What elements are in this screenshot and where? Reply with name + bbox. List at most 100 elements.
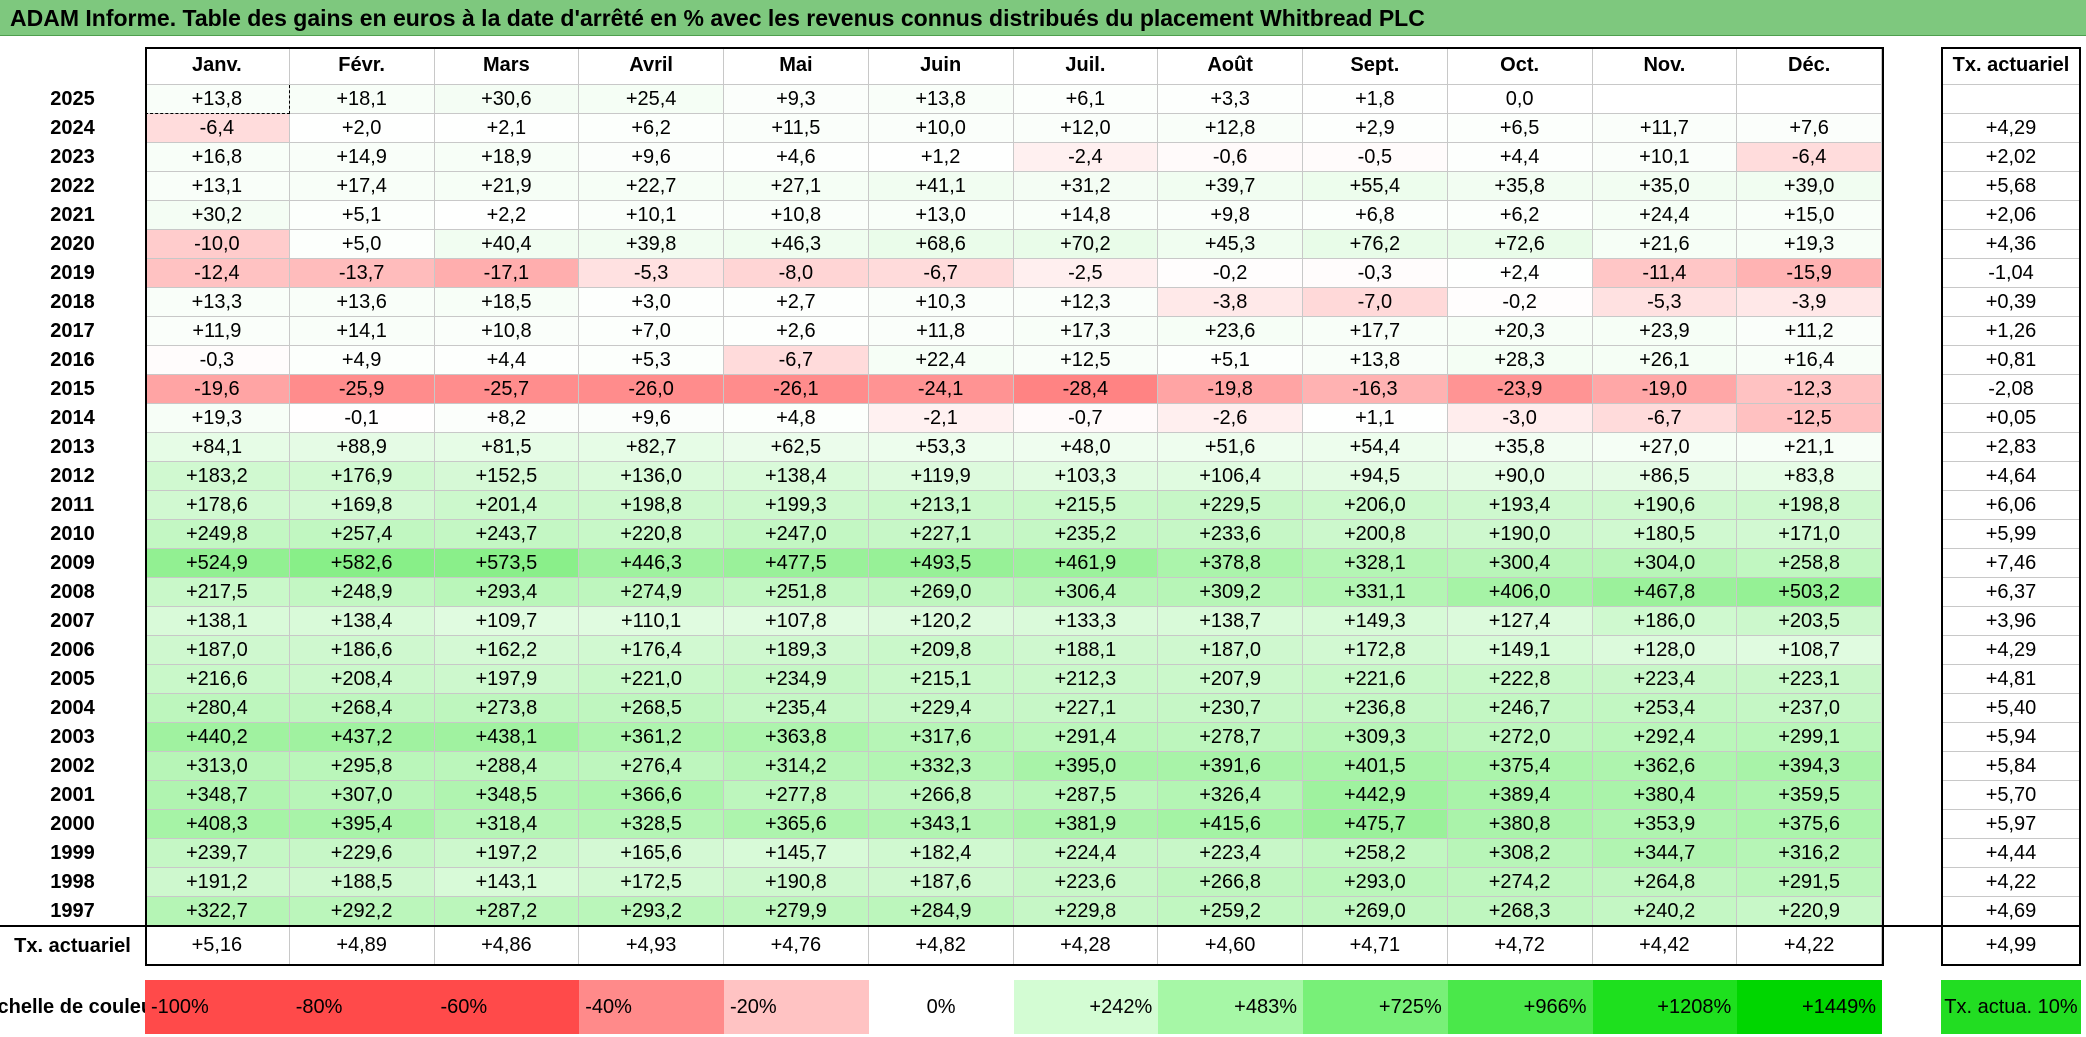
table-cell: -0,7 [1013, 404, 1159, 433]
scale-swatch: -60% [434, 980, 580, 1034]
tx-cell: -1,04 [1941, 259, 2081, 288]
table-cell: +253,4 [1592, 694, 1738, 723]
table-cell: +378,8 [1158, 549, 1303, 578]
table-cell: +138,4 [724, 462, 869, 491]
tx-cell: +0,81 [1941, 346, 2081, 375]
table-cell: +193,4 [1447, 491, 1593, 520]
table-cell: -0,6 [1158, 143, 1303, 172]
scale-swatch: +966% [1447, 980, 1593, 1034]
tx-cell: +6,37 [1941, 578, 2081, 607]
footer-label: Tx. actuariel [14, 934, 131, 957]
month-header: Nov. [1592, 47, 1738, 85]
table-cell: +12,5 [1013, 346, 1159, 375]
table-cell: +178,6 [145, 491, 290, 520]
tx-cell: +5,94 [1941, 723, 2081, 752]
table-cell: +248,9 [289, 578, 435, 607]
table-cell: +103,3 [1013, 462, 1159, 491]
table-cell: +206,0 [1303, 491, 1448, 520]
table-cell: +223,1 [1737, 665, 1882, 694]
table-cell: -0,1 [289, 404, 435, 433]
table-cell: +11,9 [145, 317, 290, 346]
table-cell: +11,7 [1592, 114, 1738, 143]
table-cell: +15,0 [1737, 201, 1882, 230]
year-label: 2025 [50, 88, 95, 110]
table-cell [1737, 85, 1882, 114]
scale-swatch: +242% [1013, 980, 1159, 1034]
year-label: 2018 [50, 291, 95, 313]
table-cell: +249,8 [145, 520, 290, 549]
table-cell: +30,2 [145, 201, 290, 230]
table-cell: +138,4 [289, 607, 435, 636]
table-cell: -6,7 [724, 346, 869, 375]
table-cell: +31,2 [1013, 172, 1159, 201]
table-cell: +389,4 [1447, 781, 1593, 810]
table-cell: +28,3 [1447, 346, 1593, 375]
month-header: Sept. [1303, 47, 1448, 85]
tx-cell: +4,69 [1941, 897, 2081, 926]
month-header: Avril [579, 47, 724, 85]
table-cell: +2,4 [1447, 259, 1593, 288]
table-cell: +4,6 [724, 143, 869, 172]
table-cell: +176,4 [579, 636, 724, 665]
table-cell: +223,4 [1158, 839, 1303, 868]
table-cell: +18,9 [434, 143, 580, 172]
table-cell: +6,2 [579, 114, 724, 143]
table-cell: +380,4 [1592, 781, 1738, 810]
table-cell: +240,2 [1592, 897, 1738, 926]
table-cell: +306,4 [1013, 578, 1159, 607]
table-cell: -19,8 [1158, 375, 1303, 404]
table-cell: +401,5 [1303, 752, 1448, 781]
year-label: 2017 [50, 320, 95, 342]
table-cell: +203,5 [1737, 607, 1882, 636]
table-cell: +503,2 [1737, 578, 1882, 607]
table-cell: -23,9 [1447, 375, 1593, 404]
table-cell: -3,0 [1447, 404, 1593, 433]
table-cell: -2,6 [1158, 404, 1303, 433]
table-cell: +332,3 [868, 752, 1014, 781]
table-cell: +62,5 [724, 433, 869, 462]
table-cell: +348,5 [434, 781, 580, 810]
table-cell: +86,5 [1592, 462, 1738, 491]
table-cell: -12,4 [145, 259, 290, 288]
year-label: 2010 [50, 523, 95, 545]
scale-swatch: -100% [145, 980, 290, 1034]
year-label: 2004 [50, 697, 95, 719]
table-cell: +326,4 [1158, 781, 1303, 810]
table-cell: +247,0 [724, 520, 869, 549]
table-cell: +172,5 [579, 868, 724, 897]
table-cell: +477,5 [724, 549, 869, 578]
table-cell: +90,0 [1447, 462, 1593, 491]
table-cell: +16,4 [1737, 346, 1882, 375]
table-cell: +13,8 [1303, 346, 1448, 375]
table-cell: +318,4 [434, 810, 580, 839]
table-cell: -3,8 [1158, 288, 1303, 317]
tx-cell: +0,39 [1941, 288, 2081, 317]
table-cell: +191,2 [145, 868, 290, 897]
table-cell: +233,6 [1158, 520, 1303, 549]
table-cell: +162,2 [434, 636, 580, 665]
table-cell: +222,8 [1447, 665, 1593, 694]
table-cell: +230,7 [1158, 694, 1303, 723]
table-cell: +2,0 [289, 114, 435, 143]
table-cell: +7,6 [1737, 114, 1882, 143]
table-cell: +83,8 [1737, 462, 1882, 491]
table-cell: +269,0 [868, 578, 1014, 607]
table-cell: +176,9 [289, 462, 435, 491]
table-cell: +10,1 [1592, 143, 1738, 172]
table-cell: +13,3 [145, 288, 290, 317]
footer-cell: +4,93 [579, 926, 724, 966]
table-cell: +217,5 [145, 578, 290, 607]
table-cell: -2,4 [1013, 143, 1159, 172]
table-cell: +348,7 [145, 781, 290, 810]
table-cell: +280,4 [145, 694, 290, 723]
table-cell: +223,4 [1592, 665, 1738, 694]
scale-swatch: -80% [289, 980, 435, 1034]
year-label: 2005 [50, 668, 95, 690]
tx-cell: +5,70 [1941, 781, 2081, 810]
table-cell: +328,5 [579, 810, 724, 839]
table-cell: +11,5 [724, 114, 869, 143]
table-cell: +172,8 [1303, 636, 1448, 665]
year-label: 1997 [50, 900, 95, 922]
table-cell: +408,3 [145, 810, 290, 839]
year-label: 2002 [50, 755, 95, 777]
